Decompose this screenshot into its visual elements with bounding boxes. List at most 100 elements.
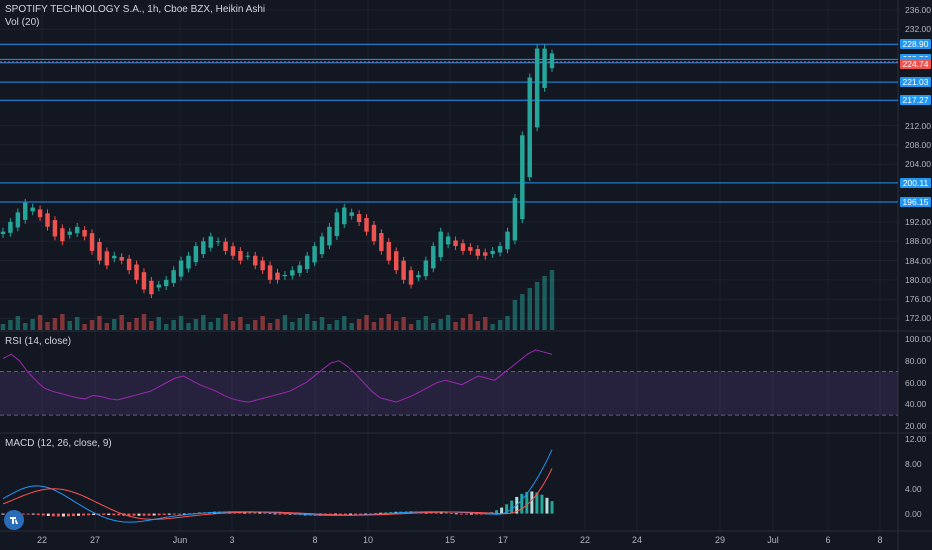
time-axis-label: 27 [89,535,101,545]
candle-body [45,213,50,227]
macd-legend[interactable]: MACD (12, 26, close, 9) [5,438,112,449]
candle-body [275,272,280,280]
price-tag: 221.03 [900,77,931,88]
volume-bar [483,317,488,330]
volume-bar [163,324,169,330]
candle-body [52,220,58,237]
tradingview-logo[interactable] [4,510,24,530]
volume-bar [364,315,369,330]
volume-bar [379,318,384,330]
volume-bar [453,322,458,330]
macd-hist-bar [117,513,121,516]
price-tag: 200.11 [900,177,931,188]
volume-bar [282,315,288,330]
candle-body [356,214,362,222]
macd-axis-label: 8.00 [905,458,922,469]
candle-body [416,275,421,278]
macd-hist-bar [273,513,277,515]
macd-hist-bar [152,513,156,516]
volume-bar [141,314,147,330]
volume-bar [112,319,117,330]
time-axis-label: 8 [312,535,318,545]
macd-hist-bar [182,513,186,515]
macd-hist-bar [31,513,35,515]
price-tag: 196.15 [900,197,931,207]
time-axis-label: 3 [229,535,235,545]
rsi-legend[interactable]: RSI (14, close) [5,336,72,347]
macd-hist-bar [545,497,549,514]
candle-body [342,207,347,225]
volume-bar [520,294,525,330]
symbol-legend[interactable]: SPOTIFY TECHNOLOGY S.A., 1h, Cboe BZX, H… [5,4,266,15]
macd-hist-bar [384,512,388,514]
volume-bar [253,320,258,330]
rsi-axis-label: 20.00 [905,421,927,431]
time-axis-label: 24 [631,535,643,545]
candle-body [453,240,458,247]
macd-line [2,449,553,523]
candle-body [126,258,132,271]
candle-body [89,233,95,251]
volume-legend[interactable]: Vol (20) [5,17,40,28]
volume-bar [497,320,503,330]
macd-hist-bar [46,513,50,516]
macd-hist-bar [439,512,443,514]
rsi-axis-label: 80.00 [905,355,927,366]
volume-bar [149,321,154,330]
time-axis-label: 15 [444,535,456,545]
macd-hist-bar [167,513,171,515]
candle-body [393,251,399,271]
volume-bar [334,320,340,330]
macd-hist-bar [479,513,483,515]
volume-bar [408,324,414,330]
macd-hist-bar [510,500,514,514]
candle-body [290,270,295,276]
macd-hist-bar [51,513,55,517]
candle-body [423,260,429,277]
candle-body [282,275,288,277]
candle-body [327,226,332,246]
volume-bar [431,323,436,330]
candle-body [549,53,555,69]
macd-hist-bar [364,513,368,515]
macd-hist-bar [464,513,468,515]
volume-bar [423,316,429,330]
candle-body [0,231,6,235]
time-axis-label: 17 [497,535,509,545]
volume-bar [126,322,132,330]
macd-hist-bar [459,513,463,515]
volume-bar [23,323,28,330]
rsi-line [2,349,553,403]
macd-hist-bar [177,513,181,515]
macd-hist-bar [112,513,116,516]
macd-hist-bar [107,513,111,516]
candle-body [468,247,473,251]
candle-body [386,241,392,261]
macd-hist-bar [263,512,267,514]
volume-bar [260,316,265,330]
candle-body [82,230,87,237]
price-axis-label: 192.00 [905,217,931,227]
time-axis-label: 29 [714,535,726,545]
volume-bar [30,319,35,330]
macd-hist-bar [474,513,478,515]
macd-hist-bar [41,513,45,516]
candle-body [8,222,13,233]
macd-hist-bar [132,513,136,516]
volume-bar [37,315,43,330]
volume-bar [542,276,547,330]
volume-bar [342,316,347,330]
price-axis-label: 188.00 [905,236,931,247]
macd-hist-bar [374,513,378,515]
volume-bar [438,319,443,330]
volume-bar [52,318,58,330]
macd-hist-bar [102,513,106,515]
volume-bar [238,317,243,330]
volume-bar [245,324,251,330]
candle-body [119,257,124,261]
candle-body [438,231,443,258]
candle-body [201,241,206,255]
candle-body [312,246,317,263]
